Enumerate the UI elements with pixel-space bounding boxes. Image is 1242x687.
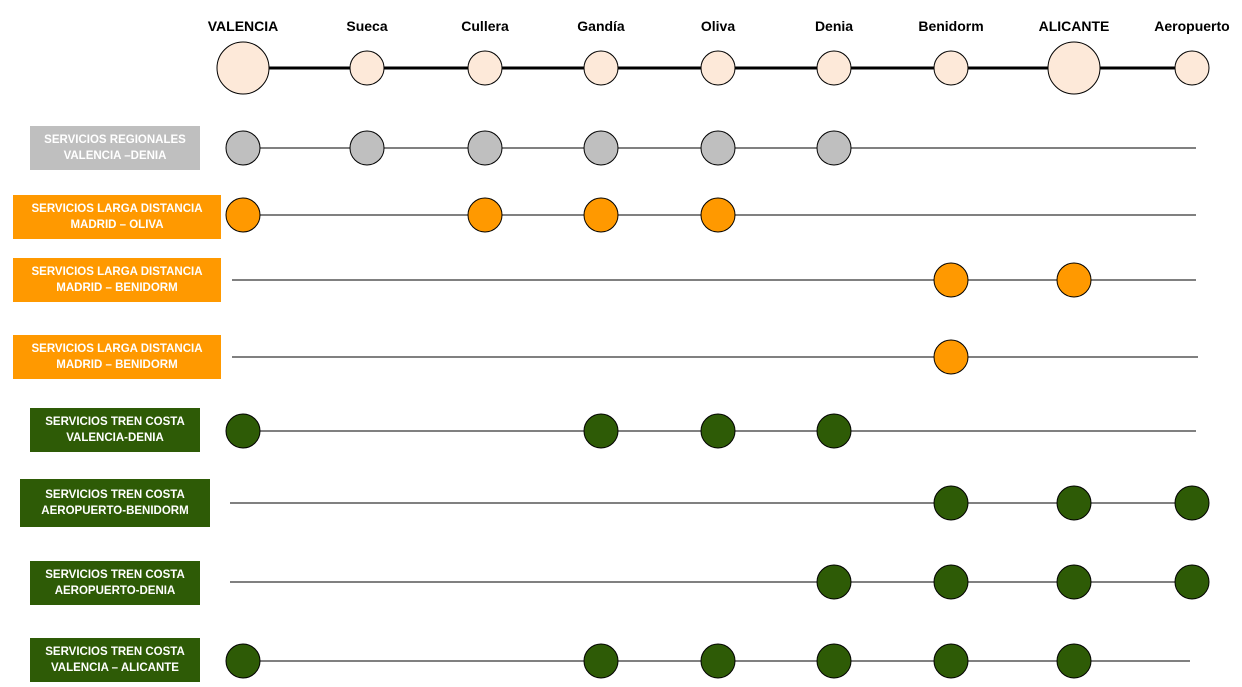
- service-stop: [467, 197, 503, 233]
- station-label: Benidorm: [918, 18, 983, 34]
- service-stop: [1056, 485, 1092, 521]
- service-label-line1: SERVICIOS REGIONALES: [44, 134, 186, 146]
- service-stop: [933, 339, 969, 375]
- service-label-box: SERVICIOS TREN COSTA VALENCIA – ALICANTE: [30, 638, 200, 682]
- service-label-box: SERVICIOS LARGA DISTANCIA MADRID – BENIDO…: [13, 335, 221, 379]
- service-label-line1: SERVICIOS TREN COSTA: [45, 646, 185, 658]
- service-stop: [700, 643, 736, 679]
- service-label-line2: VALENCIA –DENIA: [63, 150, 167, 162]
- service-stop: [225, 413, 261, 449]
- service-label-line2: AEROPUERTO-DENIA: [54, 585, 176, 597]
- station-node: [1174, 50, 1210, 86]
- service-stop: [1174, 564, 1210, 600]
- service-label-box: SERVICIOS LARGA DISTANCIA MADRID – OLIVA: [13, 195, 221, 239]
- service-stop: [583, 197, 619, 233]
- service-label-box: SERVICIOS LARGA DISTANCIA MADRID – BENIDO…: [13, 258, 221, 302]
- service-label-line1: SERVICIOS LARGA DISTANCIA: [31, 266, 203, 278]
- service-stop: [816, 643, 852, 679]
- service-stop: [816, 413, 852, 449]
- service-label-box: SERVICIOS TREN COSTA AEROPUERTO-DENIA: [30, 561, 200, 605]
- service-stop: [225, 130, 261, 166]
- station-label: Sueca: [346, 18, 387, 34]
- service-label-box: SERVICIOS TREN COSTA VALENCIA-DENIA: [30, 408, 200, 452]
- station-label: Cullera: [461, 18, 509, 34]
- service-stop: [349, 130, 385, 166]
- service-stop: [933, 564, 969, 600]
- service-stop: [583, 643, 619, 679]
- station-label: ALICANTE: [1039, 18, 1110, 34]
- service-stop: [933, 485, 969, 521]
- service-stop: [1056, 643, 1092, 679]
- service-label-line2: AEROPUERTO-BENIDORM: [41, 505, 189, 517]
- service-stop: [467, 130, 503, 166]
- service-stop: [583, 130, 619, 166]
- service-stop: [933, 643, 969, 679]
- station-node: [216, 41, 270, 95]
- station-label: Gandía: [577, 18, 625, 34]
- service-label-line2: VALENCIA-DENIA: [66, 432, 164, 444]
- service-stop: [1056, 262, 1092, 298]
- service-label-line1: SERVICIOS LARGA DISTANCIA: [31, 343, 203, 355]
- service-stop: [700, 197, 736, 233]
- station-node: [467, 50, 503, 86]
- station-label: Denia: [815, 18, 853, 34]
- service-stop: [700, 130, 736, 166]
- service-stop: [816, 130, 852, 166]
- station-node: [583, 50, 619, 86]
- station-label: Oliva: [701, 18, 735, 34]
- service-label-line2: MADRID – OLIVA: [70, 219, 164, 231]
- service-label-line1: SERVICIOS TREN COSTA: [45, 489, 185, 501]
- service-stop: [225, 197, 261, 233]
- service-label-box: SERVICIOS REGIONALES VALENCIA –DENIA: [30, 126, 200, 170]
- service-label-line2: MADRID – BENIDORM: [56, 359, 178, 371]
- station-label: VALENCIA: [208, 18, 279, 34]
- service-stop: [933, 262, 969, 298]
- service-stop: [1056, 564, 1092, 600]
- station-node: [700, 50, 736, 86]
- station-node: [816, 50, 852, 86]
- service-label-line1: SERVICIOS LARGA DISTANCIA: [31, 203, 203, 215]
- station-label: Aeropuerto: [1154, 18, 1229, 34]
- service-rows: [225, 130, 1210, 679]
- service-stop: [700, 413, 736, 449]
- service-label-line1: SERVICIOS TREN COSTA: [45, 416, 185, 428]
- service-stop: [225, 643, 261, 679]
- station-node: [1047, 41, 1101, 95]
- service-label-line2: MADRID – BENIDORM: [56, 282, 178, 294]
- service-stop: [816, 564, 852, 600]
- station-node: [933, 50, 969, 86]
- service-stop: [583, 413, 619, 449]
- service-label-box: SERVICIOS TREN COSTA AEROPUERTO-BENIDORM: [20, 479, 210, 527]
- service-label-line1: SERVICIOS TREN COSTA: [45, 569, 185, 581]
- station-header: VALENCIA Sueca Cullera Gandía Oliva Denia Beni…: [208, 18, 1230, 95]
- service-stop: [1174, 485, 1210, 521]
- station-node: [349, 50, 385, 86]
- service-label-line2: VALENCIA – ALICANTE: [50, 662, 179, 674]
